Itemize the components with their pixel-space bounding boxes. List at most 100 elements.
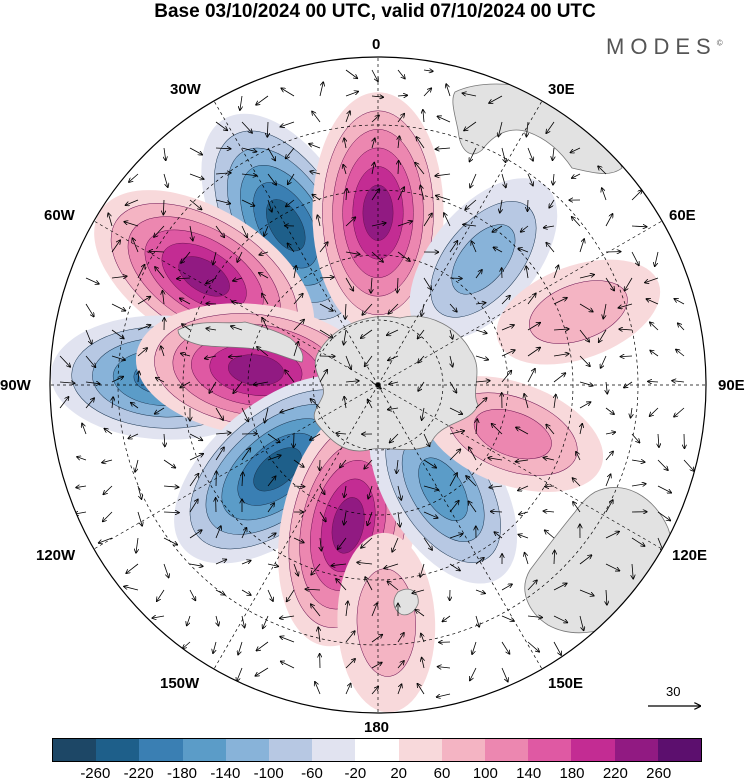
meridian-line [213,384,379,670]
wind-arrow [657,511,670,521]
wind-arrow [469,447,477,461]
lon-label-120e: 120E [672,547,708,564]
colorbar-segment [139,739,183,761]
wind-arrow [648,381,659,382]
antarctica [313,315,479,452]
wind-arrow [438,667,451,668]
wind-arrow [398,511,400,527]
wind-arrow [215,173,231,174]
wind-arrow [449,501,459,513]
wind-arrow [554,395,556,409]
wind-arrow [678,323,685,331]
wind-arrow [606,589,607,605]
wind-arrow [450,329,453,339]
wind-arrow [397,221,412,227]
wind-arrow [631,537,645,546]
wind-arrow [553,354,569,356]
wind-arrow [242,615,245,628]
wind-arrow [137,297,150,305]
wind-arrow [124,222,139,227]
wind-arrow [267,147,275,161]
wind-arrow [657,459,668,470]
wind-arrow [472,641,477,654]
wind-arrow [527,369,535,383]
wind-arrow [579,239,584,253]
wind-arrow [241,174,257,176]
wind-arrow [162,291,164,305]
wind-arrow [449,534,463,539]
wind-arrow [294,266,296,279]
wind-arrow [516,427,529,435]
lon-label-90e: 90E [718,377,745,394]
wind-arrow [319,329,333,338]
wind-arrow [345,659,355,669]
wind-arrow [397,277,398,293]
wind-arrow [311,563,321,575]
wind-arrow [371,251,383,262]
wind-arrow [345,303,346,319]
wind-arrow [371,635,382,643]
colorbar-segment [441,739,486,761]
colorbar-segment [614,739,658,761]
wind-arrow [549,199,555,208]
wind-arrow [423,277,431,289]
wind-arrow [215,433,231,434]
wind-arrow [131,403,139,409]
wind-arrow [371,69,378,81]
wind-arrow [579,615,584,630]
wind-arrow [518,485,529,491]
wind-arrow [553,615,567,623]
wind-arrow [436,196,451,201]
colorbar-segment [225,739,270,761]
wind-arrow [387,329,399,335]
wind-arrow [241,560,251,565]
wind-arrow [215,121,227,130]
wind-arrow [579,402,591,409]
wind-arrow [253,381,269,385]
wind-arrow [357,562,373,564]
wind-arrow [163,199,164,215]
wind-arrow [305,589,321,590]
wind-arrow [546,424,555,435]
wind-arrow [286,147,295,159]
anomaly-contour [253,447,302,492]
wind-arrow [390,433,399,443]
wind-arrow [128,433,139,439]
wind-arrow [650,350,659,357]
colorbar-segment [53,739,97,761]
wind-arrow [396,459,398,473]
wind-arrow [267,121,268,137]
wind-arrow [164,433,165,446]
wind-arrow [215,199,230,204]
wind-arrow [163,173,168,187]
anomaly-contour [331,497,365,554]
wind-arrow [646,299,659,305]
wind-arrow [437,116,451,123]
wind-arrow [605,451,613,461]
wind-arrow [397,684,402,695]
wind-arrow [331,564,347,566]
wind-arrow [658,433,659,447]
wind-arrow [475,381,490,382]
wind-arrow [449,449,460,461]
meridian-line [93,384,379,550]
wind-arrow [103,511,113,521]
wind-arrow [655,251,659,266]
lon-label-150e: 150E [548,675,584,692]
colorbar-tick-label: -140 [210,765,241,782]
wind-arrow [543,458,555,460]
wind-arrow [572,173,581,178]
wind-arrow [189,225,193,241]
wind-arrow [449,303,457,312]
wind-arrow [605,407,614,414]
wind-arrow [423,459,436,468]
map-title: Base 03/10/2024 00 UTC, valid 07/10/2024… [154,1,596,22]
wind-arrow [397,633,404,643]
wind-arrow [345,355,351,369]
wind-arrow [293,294,303,305]
wind-arrow [573,502,581,513]
wind-arrow [187,615,191,626]
wind-arrow [215,407,223,420]
wind-arrow [423,213,432,227]
